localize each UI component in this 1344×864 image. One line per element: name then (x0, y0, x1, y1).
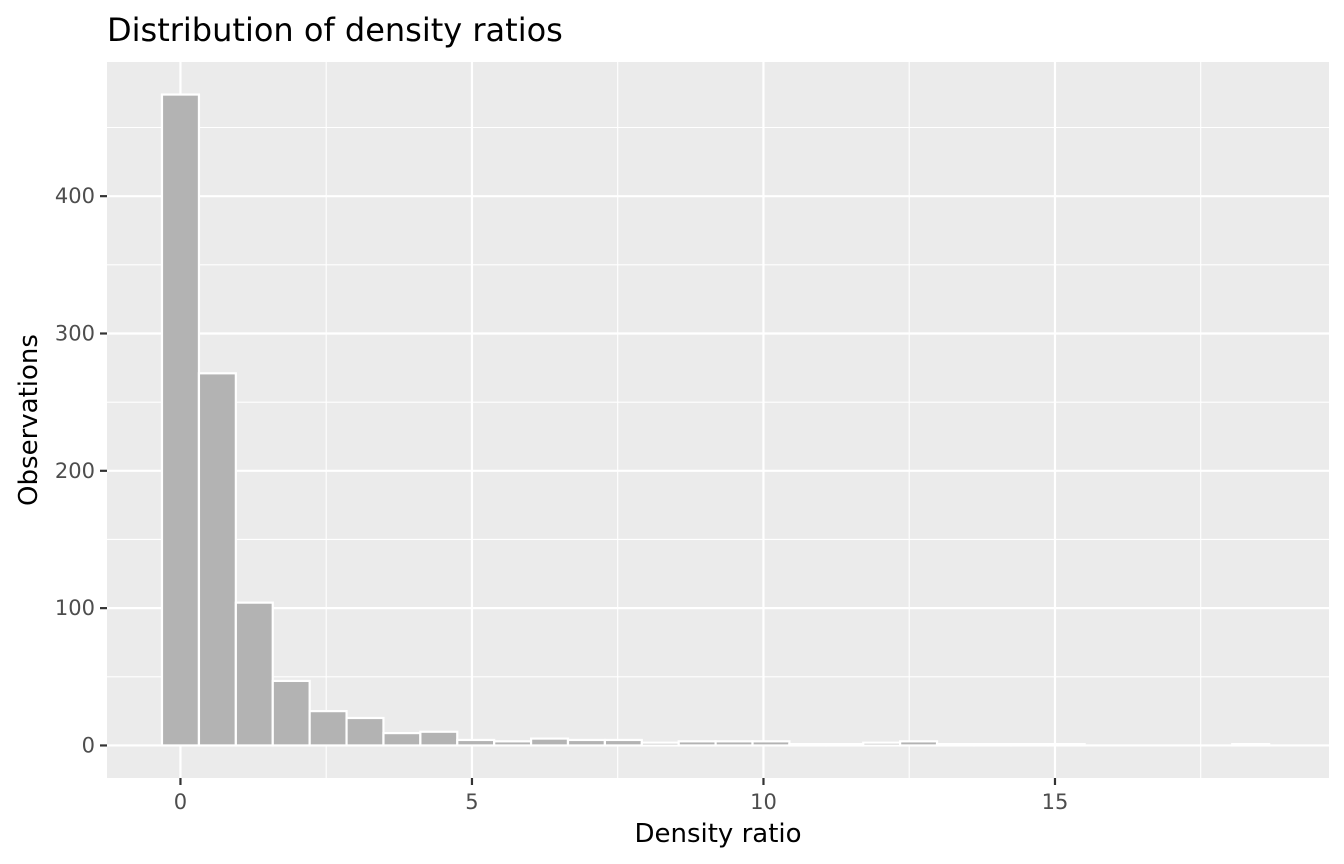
histogram-bar (1046, 742, 1086, 747)
histogram-bar (899, 740, 939, 747)
histogram-bar (345, 716, 385, 747)
plot-panel (107, 62, 1329, 778)
histogram-bar (640, 741, 680, 747)
y-tick-label: 100 (55, 596, 95, 620)
histogram-bar (234, 601, 274, 747)
histogram-bar (456, 738, 496, 747)
histogram-bars (160, 93, 1271, 747)
x-tick-label: 10 (750, 790, 777, 814)
x-tick-label: 15 (1042, 790, 1069, 814)
histogram-bar (603, 738, 643, 747)
histogram-bar (529, 737, 570, 747)
histogram-bar (160, 93, 201, 747)
histogram-bar (935, 742, 976, 747)
histogram-bar (1009, 742, 1049, 747)
histogram-bar (862, 741, 902, 747)
histogram-bar (1231, 742, 1271, 747)
histogram-bar (419, 730, 459, 747)
histogram-bar (972, 742, 1012, 747)
histogram-bar (382, 731, 422, 747)
y-tick-label: 300 (55, 321, 95, 345)
histogram-bar (825, 742, 865, 747)
x-axis: 0 5 10 15 (174, 778, 1069, 814)
x-axis-title: Density ratio (634, 819, 801, 849)
y-tick-label: 400 (55, 184, 95, 208)
minor-gridlines (107, 62, 1329, 778)
histogram-bar (197, 372, 237, 747)
y-tick-label: 200 (55, 459, 95, 483)
y-axis: 0 100 200 300 400 (55, 184, 107, 757)
histogram-bar (271, 679, 311, 747)
histogram-bar (677, 740, 717, 747)
y-axis-title: Observations (14, 334, 44, 506)
x-tick-label: 5 (465, 790, 478, 814)
histogram-bar (566, 738, 606, 747)
x-tick-label: 0 (174, 790, 187, 814)
y-tick-label: 0 (82, 733, 95, 757)
histogram-bar (308, 710, 348, 747)
histogram-bar (493, 740, 533, 747)
chart-title: Distribution of density ratios (107, 11, 563, 49)
histogram-bar (788, 742, 828, 747)
histogram-bar (714, 740, 754, 747)
histogram-bar (751, 740, 791, 747)
